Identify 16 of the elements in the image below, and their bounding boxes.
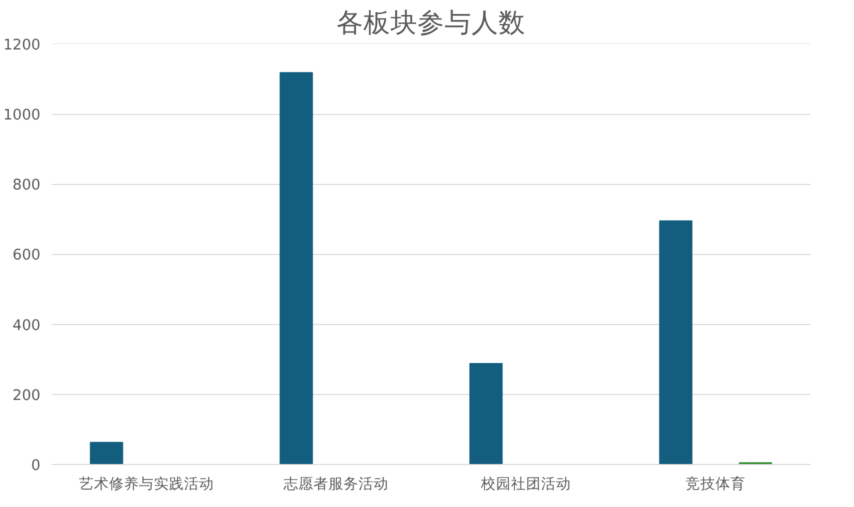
y-tick-label: 1200 <box>3 36 41 54</box>
x-tick-label: 艺术修养与实践活动 <box>78 476 214 492</box>
bar <box>469 363 503 464</box>
x-tick-label: 志愿者服务活动 <box>284 476 389 492</box>
y-tick-label: 200 <box>12 386 41 404</box>
bar <box>280 72 313 464</box>
y-tick-label: 600 <box>12 246 41 264</box>
y-tick-label: 400 <box>12 316 41 334</box>
chart-title: 各板块参与人数 <box>336 8 526 38</box>
y-tick-label: 0 <box>31 457 41 474</box>
y-tick-label: 800 <box>12 176 41 194</box>
x-tick-label: 校园社团活动 <box>480 476 571 492</box>
y-tick-label: 1000 <box>3 106 41 124</box>
bar <box>659 220 692 464</box>
bar <box>90 442 124 464</box>
x-tick-label: 竞技体育 <box>686 476 746 492</box>
